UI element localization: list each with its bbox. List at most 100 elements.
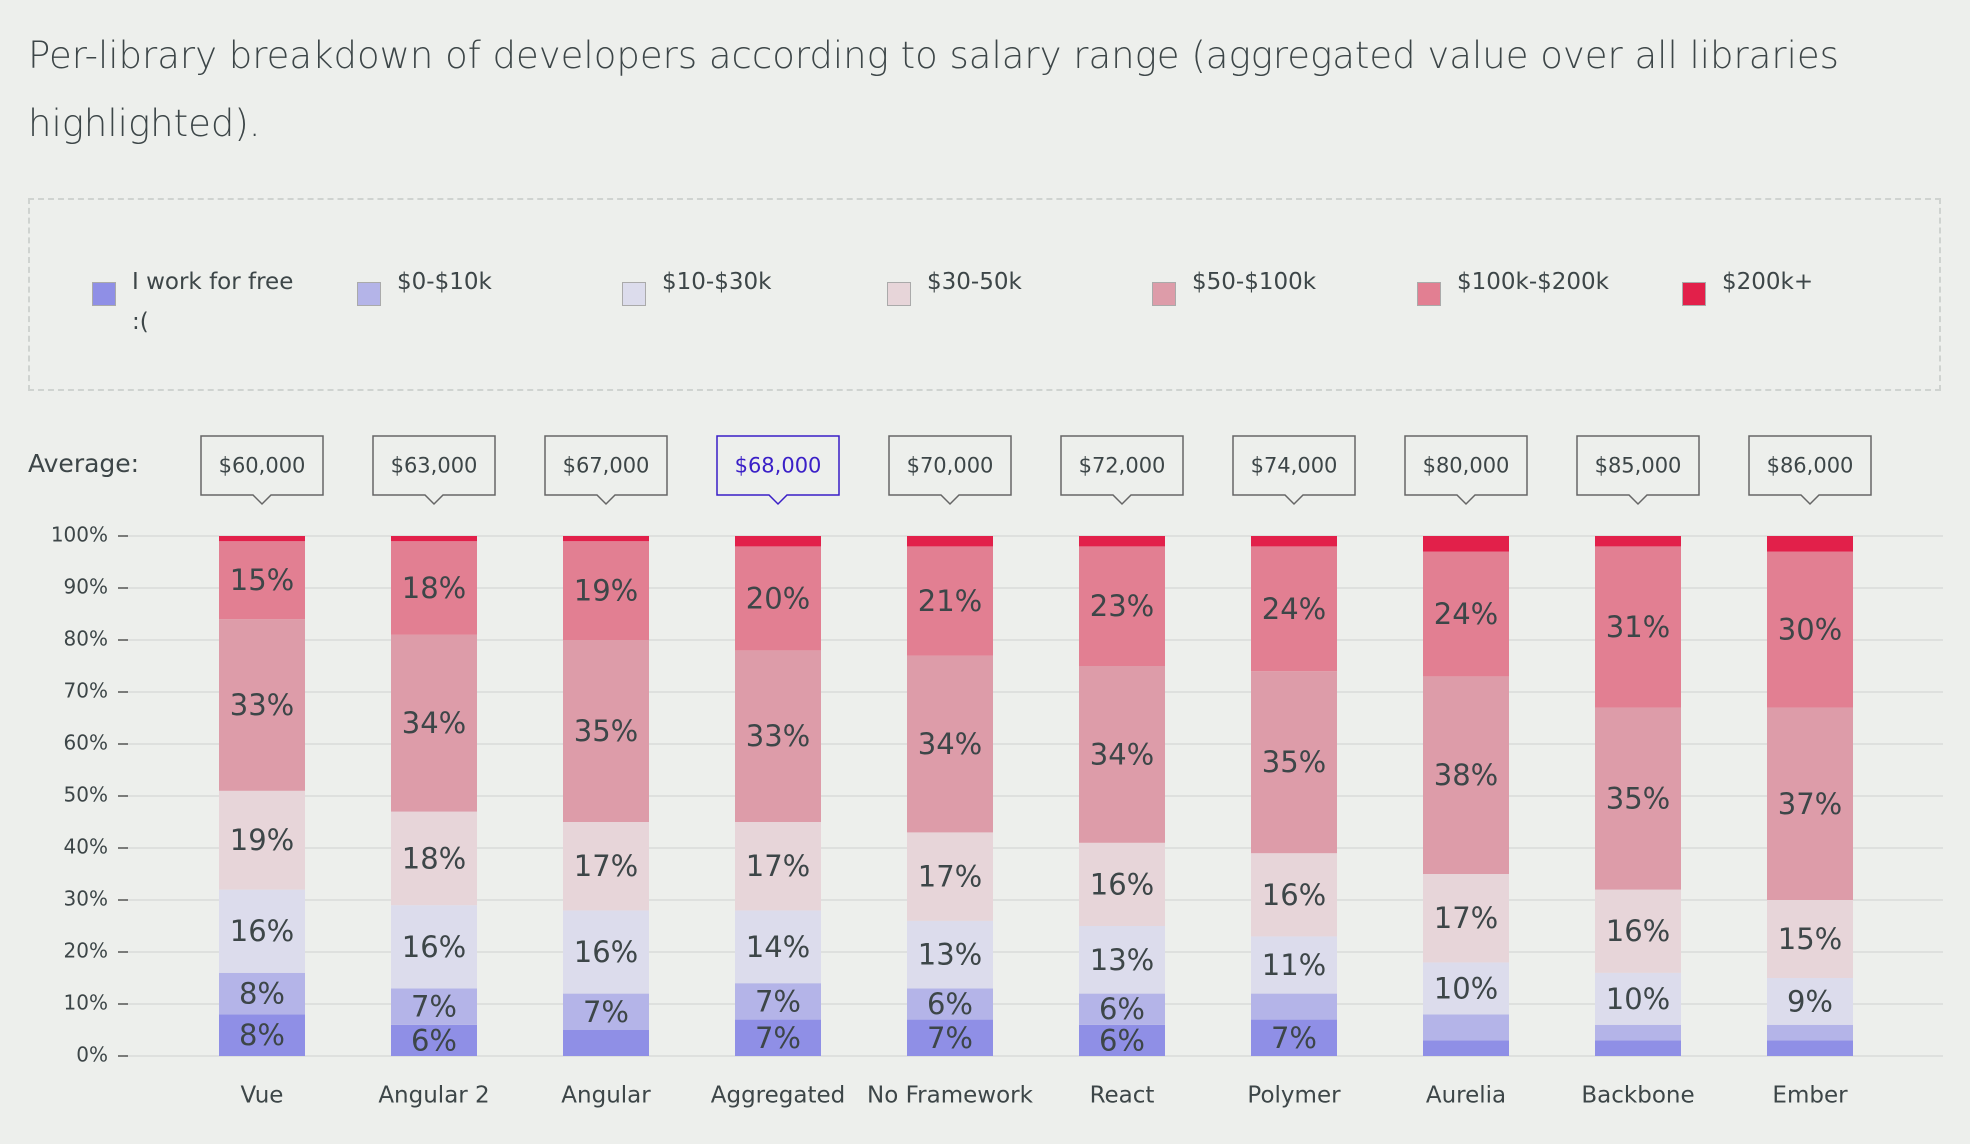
value-label: 19% <box>574 574 638 608</box>
legend-swatch <box>887 282 911 306</box>
average-box <box>1232 435 1356 506</box>
value-label: 16% <box>402 930 466 964</box>
bar-segment <box>1767 1040 1853 1056</box>
average-box <box>888 435 1012 506</box>
bar-segment <box>219 972 305 1015</box>
bar-segment <box>391 811 477 906</box>
legend-label: $100k-$200k <box>1457 269 1610 295</box>
bar-segment <box>391 1024 477 1056</box>
bar-segment <box>907 920 993 989</box>
value-label: 6% <box>1099 1023 1145 1057</box>
bar-segment <box>391 536 477 542</box>
value-label: 18% <box>402 571 466 605</box>
value-label: 35% <box>1606 782 1670 816</box>
bar-segment <box>1595 1024 1681 1041</box>
bar-segment <box>391 541 477 635</box>
bar-segment <box>1423 551 1509 677</box>
value-label: 34% <box>1090 737 1154 771</box>
y-tick-label: 50% <box>64 783 108 807</box>
bar-segment <box>1251 546 1337 672</box>
y-tick-label: 20% <box>64 939 108 963</box>
bar-segment <box>1423 962 1509 1015</box>
bar-segment <box>391 988 477 1025</box>
average-value: $70,000 <box>907 454 994 478</box>
bar-segment <box>1423 676 1509 874</box>
bar-segment <box>735 650 821 822</box>
average-box <box>544 435 668 506</box>
bar-segment <box>563 1030 649 1056</box>
average-value: $63,000 <box>391 454 478 478</box>
value-label: 16% <box>1090 867 1154 901</box>
average-value: $85,000 <box>1595 454 1682 478</box>
average-box <box>372 435 496 506</box>
legend-item: $50-$100k <box>1152 262 1362 306</box>
average-box <box>1060 435 1184 506</box>
bar-segment <box>1251 671 1337 854</box>
value-label: 16% <box>574 935 638 969</box>
bar-segment <box>1251 993 1337 1020</box>
legend-item: $10-$30k <box>622 262 832 306</box>
bar-segment <box>1423 874 1509 963</box>
legend-swatch <box>1417 282 1441 306</box>
value-label: 11% <box>1262 948 1326 982</box>
x-tick-label: Backbone <box>1581 1083 1694 1109</box>
y-tick-label: 0% <box>76 1043 108 1067</box>
value-label: 21% <box>918 584 982 618</box>
value-label: 17% <box>746 849 810 883</box>
value-label: 8% <box>239 977 285 1011</box>
bar-segment <box>1595 536 1681 547</box>
value-label: 16% <box>1606 914 1670 948</box>
legend-swatch <box>357 282 381 306</box>
bar-segment <box>219 790 305 890</box>
bar-segment <box>1767 551 1853 708</box>
y-tick-label: 70% <box>64 679 108 703</box>
bar-segment <box>563 910 649 994</box>
value-label: 24% <box>1262 592 1326 626</box>
bar-segment <box>1767 536 1853 552</box>
legend-item: $100k-$200k <box>1417 262 1627 306</box>
value-label: 19% <box>230 823 294 857</box>
x-tick-label: Aggregated <box>711 1083 846 1109</box>
value-label: 33% <box>230 688 294 722</box>
bar-segment <box>907 832 993 921</box>
value-label: 17% <box>1434 901 1498 935</box>
bar-segment <box>735 822 821 911</box>
value-label: 15% <box>1778 922 1842 956</box>
bar-segment <box>391 905 477 989</box>
value-label: 18% <box>402 841 466 875</box>
legend-label: $50-$100k <box>1192 269 1317 295</box>
bar-segment <box>1079 1024 1165 1056</box>
y-tick-label: 40% <box>64 835 108 859</box>
value-label: 6% <box>927 987 973 1021</box>
bar-segment <box>907 655 993 833</box>
legend-swatch <box>1152 282 1176 306</box>
legend-label: $0-$10k <box>397 269 492 295</box>
bar-segment <box>735 536 821 547</box>
legend-label: $30-50k <box>927 269 1022 295</box>
y-tick-label: 30% <box>64 887 108 911</box>
legend-item: $0-$10k <box>357 262 567 306</box>
value-label: 10% <box>1434 971 1498 1005</box>
bar-segment <box>1595 1040 1681 1056</box>
average-value: $74,000 <box>1251 454 1338 478</box>
x-tick-label: Angular <box>561 1083 651 1109</box>
bar-segment <box>1079 666 1165 843</box>
average-label: Average: <box>28 449 139 478</box>
value-label: 7% <box>755 984 801 1018</box>
bar-segment <box>1423 1040 1509 1056</box>
bar-segment <box>219 889 305 973</box>
bar-segment <box>1767 1024 1853 1041</box>
bar-segment <box>563 541 649 640</box>
bar-segment <box>735 1019 821 1056</box>
value-label: 38% <box>1434 758 1498 792</box>
legend-swatch <box>92 282 116 306</box>
average-value: $60,000 <box>219 454 306 478</box>
bar-segment <box>907 1019 993 1056</box>
bar-segment <box>1767 978 1853 1025</box>
bar-segment <box>1251 1019 1337 1056</box>
bar-segment <box>1595 707 1681 890</box>
value-label: 16% <box>230 914 294 948</box>
value-label: 10% <box>1606 982 1670 1016</box>
value-label: 7% <box>927 1021 973 1055</box>
